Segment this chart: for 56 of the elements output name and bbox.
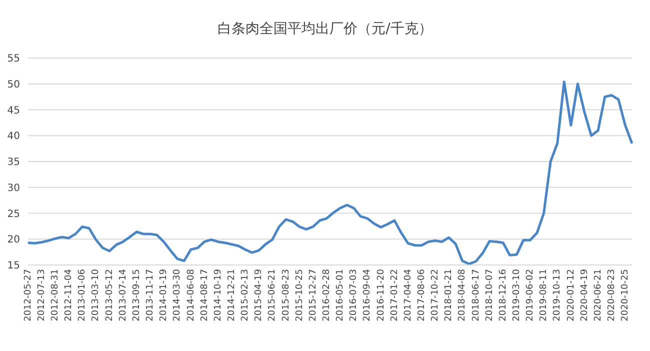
y-tick-label: 40 — [7, 131, 20, 142]
x-tick-label: 2020-08-23 — [607, 269, 618, 322]
x-tick-label: 2017-01-22 — [390, 269, 400, 322]
x-tick-label: 2019-10-13 — [552, 269, 563, 322]
y-tick-label: 55 — [7, 54, 20, 65]
x-tick-label: 2016-11-20 — [376, 268, 386, 322]
x-tick-label: 2012-11-04 — [64, 268, 74, 322]
x-tick-label: 2013-01-06 — [78, 268, 88, 322]
x-tick-label: 2017-08-06 — [417, 268, 428, 322]
x-tick-label: 2016-02-28 — [322, 268, 332, 322]
y-tick-label: 30 — [7, 182, 20, 194]
x-tick-label: 2013-07-14 — [118, 268, 128, 322]
x-tick-label: 2015-06-21 — [268, 269, 278, 322]
x-tick-label: 2020-06-21 — [593, 269, 604, 322]
x-tick-label: 2018-10-07 — [484, 269, 495, 322]
y-tick-label: 35 — [7, 157, 20, 168]
y-tick-label: 25 — [7, 208, 20, 220]
x-tick-label: 2014-10-19 — [213, 268, 224, 322]
x-tick-label: 2019-08-11 — [539, 269, 550, 322]
x-tick-label: 2019-06-02 — [526, 269, 536, 322]
chart-title: 白条肉全国平均出厂价（元/千克） — [216, 20, 434, 38]
x-tick-label: 2012-08-31 — [50, 269, 61, 322]
x-tick-label: 2015-10-25 — [294, 269, 305, 322]
x-tick-label: 2014-08-17 — [200, 269, 210, 322]
x-tick-label: 2018-01-21 — [444, 269, 454, 322]
x-tick-label: 2016-09-04 — [362, 268, 373, 322]
x-tick-label: 2018-04-08 — [458, 268, 468, 322]
x-tick-label: 2012-05-27 — [23, 269, 34, 322]
y-tick-label: 15 — [7, 260, 20, 272]
y-tick-label: 20 — [7, 234, 20, 246]
x-tick-label: 2017-04-04 — [403, 268, 414, 322]
x-tick-label: 2018-12-16 — [498, 268, 508, 322]
y-tick-label: 45 — [7, 105, 20, 116]
x-tick-label: 2014-06-08 — [186, 268, 196, 322]
x-tick-label: 2020-10-25 — [620, 269, 631, 322]
x-tick-label: 2016-05-01 — [336, 269, 346, 322]
y-tick-label: 50 — [7, 79, 20, 90]
x-tick-label: 2013-11-17 — [146, 269, 156, 322]
line-series — [26, 80, 634, 265]
x-tick-label: 2015-08-23 — [281, 269, 292, 322]
x-tick-label: 2019-03-10 — [512, 268, 522, 322]
x-tick-label: 2013-03-10 — [91, 268, 102, 322]
x-tick-label: 2016-07-03 — [349, 269, 360, 322]
x-tick-label: 2014-03-30 — [172, 268, 183, 322]
x-tick-label: 2015-12-27 — [308, 269, 318, 322]
x-tick-label: 2018-06-17 — [471, 269, 482, 322]
x-tick-label: 2020-01-12 — [566, 269, 576, 322]
x-tick-label: 2014-01-19 — [159, 268, 170, 322]
x-tick-label: 2012-07-13 — [36, 269, 47, 322]
x-tick-label: 2013-09-15 — [132, 269, 142, 322]
x-tick-label: 2015-04-19 — [254, 268, 264, 322]
x-tick-label: 2013-05-12 — [104, 269, 115, 322]
x-tick-label: 2014-12-21 — [226, 269, 237, 322]
x-tick-label: 2015-02-13 — [240, 269, 251, 322]
x-tick-label: 2017-10-22 — [430, 269, 441, 322]
x-tick-label: 2020-04-19 — [580, 268, 590, 322]
